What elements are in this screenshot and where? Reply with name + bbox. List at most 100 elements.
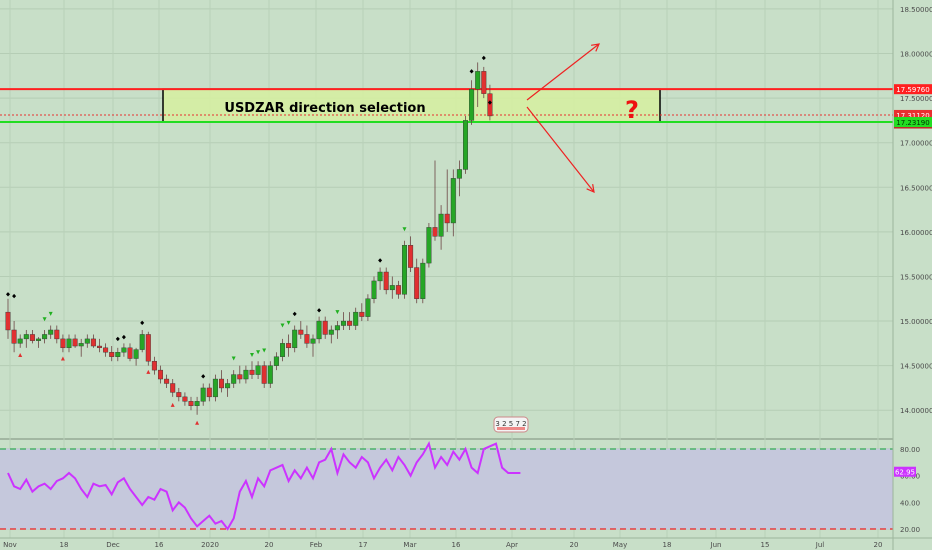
signal-marker	[317, 308, 322, 313]
candle-body	[377, 271, 383, 282]
time-tick-label: 20	[874, 541, 883, 549]
arrow-down	[526, 106, 595, 193]
signal-marker	[170, 402, 175, 407]
candle-body	[164, 378, 170, 384]
signal-marker	[286, 320, 291, 325]
candle-body	[127, 347, 133, 359]
level-label-bg-resistance	[894, 84, 932, 95]
candle-body	[450, 178, 456, 224]
rsi-tick-label: 40.00	[900, 499, 920, 507]
time-tick-label: 17	[359, 541, 368, 549]
price-tick-label: 17.50000	[900, 95, 932, 103]
signal-marker	[372, 285, 376, 290]
candle-body	[298, 329, 304, 335]
candle-body	[170, 383, 176, 393]
candle-body	[444, 213, 450, 224]
signal-marker	[250, 352, 254, 357]
candle-body	[273, 356, 279, 366]
candle-body	[42, 334, 48, 340]
candle-body	[292, 329, 298, 349]
direction-zone	[162, 88, 661, 123]
candle-body	[212, 378, 218, 398]
candle-body	[438, 213, 444, 237]
time-tick-label: Nov	[3, 541, 17, 549]
arrow-down-head	[586, 184, 595, 193]
candle-body	[96, 345, 102, 349]
price-tick-label: 15.00000	[900, 318, 932, 326]
candle-body	[487, 93, 493, 117]
candle-body	[109, 352, 115, 357]
time-tick-label: Apr	[506, 541, 518, 549]
candle-body	[29, 334, 35, 341]
time-tick-label: 20	[570, 541, 579, 549]
badge[interactable]: 3 2 5 7 2	[493, 416, 529, 433]
candle-body	[420, 262, 426, 299]
signal-marker	[48, 311, 53, 316]
rsi-current-label: 62.95	[895, 469, 915, 477]
candle-body	[5, 311, 11, 331]
price-tick-label: 16.00000	[900, 229, 932, 237]
candle-body	[231, 374, 237, 384]
candle-body	[359, 311, 365, 317]
price-tick-label: 17.00000	[900, 140, 932, 148]
candle-body	[194, 401, 200, 406]
overlays	[526, 43, 600, 193]
level-label-support: 17.23190	[896, 119, 929, 127]
candle-body	[36, 338, 42, 341]
candle-body	[304, 334, 310, 344]
candle-body	[432, 227, 438, 237]
candle-body	[121, 347, 127, 353]
rsi-line	[7, 441, 521, 531]
direction-zone-label-group: USDZAR direction selection ?	[224, 96, 639, 124]
signal-marker	[469, 69, 474, 74]
time-tick-label: Feb	[310, 541, 323, 549]
candle-body	[389, 285, 395, 291]
candle-body	[133, 349, 139, 359]
candle-body	[103, 347, 109, 353]
candle-body	[261, 365, 267, 384]
time-tick-label: 18	[60, 541, 69, 549]
signal-marker	[42, 317, 47, 322]
candle-body	[48, 329, 54, 335]
candle-body	[188, 401, 194, 406]
signal-marker	[280, 323, 285, 328]
candle-body	[60, 338, 66, 349]
candle-body	[200, 387, 206, 402]
signal-marker	[378, 258, 383, 263]
signal-marker	[18, 352, 23, 357]
candle-body	[395, 285, 401, 295]
candle-body	[328, 329, 334, 335]
candle-body	[414, 267, 420, 299]
badge-text: 3 2 5 7 2	[495, 420, 526, 428]
time-tick-label: 2020	[201, 541, 219, 549]
level-label-bg-current	[894, 109, 932, 120]
rsi-panel	[0, 441, 893, 531]
candle-body	[243, 369, 249, 380]
candle-body	[145, 334, 151, 362]
signal-marker	[115, 336, 120, 342]
signal-marker	[487, 100, 492, 105]
time-tick-label: Mar	[403, 541, 416, 549]
level-label-current: 17.31120	[896, 112, 929, 120]
direction-selection-label: USDZAR direction selection	[224, 101, 425, 116]
candle-body	[341, 320, 347, 326]
time-tick-label: May	[613, 541, 627, 549]
candle-body	[225, 383, 231, 389]
candle-body	[206, 387, 212, 398]
candle-body	[286, 343, 292, 349]
signal-marker	[481, 55, 486, 61]
candle-body	[469, 88, 475, 121]
candle-body	[78, 343, 84, 347]
signal-marker	[12, 293, 17, 299]
time-tick-label: 16	[155, 541, 164, 549]
candle-body	[310, 338, 316, 344]
signal-marker	[292, 311, 297, 317]
signal-marker	[402, 227, 407, 232]
candle-body	[322, 320, 328, 335]
signal-marker	[195, 420, 200, 425]
level-label-resistance: 17.59760	[896, 86, 929, 94]
price-tick-label: 18.00000	[900, 51, 932, 59]
level-label-bg-support	[894, 117, 932, 128]
